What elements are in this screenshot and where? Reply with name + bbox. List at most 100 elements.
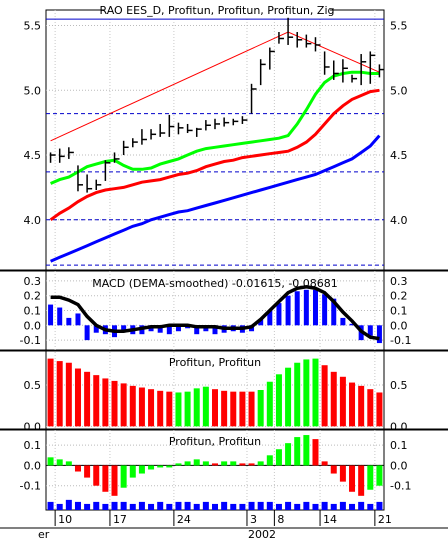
ma-mid-line [49,88,380,222]
volume-bar [193,503,200,510]
oscillator-bar [312,439,319,466]
volume-bar [120,501,127,510]
volume-bar [47,501,54,510]
oscillator-bar [367,465,374,490]
profitun-bar [239,391,246,427]
macd-signal-line [50,285,380,341]
profitun-bar [212,389,218,427]
volume-bar [294,503,301,510]
profitun-bar [339,376,346,427]
volume-bar [303,501,310,510]
profitun-bar [376,392,383,427]
oscillator-bar [175,463,182,466]
profitun-bar [303,359,310,427]
oscillator-bar [248,463,255,466]
x-tick-label: 24 [177,513,191,526]
oscillator-bar [257,461,264,466]
volume-bar [93,501,100,510]
macd-tick-right: 0.0 [390,319,408,332]
volume-bar [184,501,191,510]
volume-bar [202,501,209,510]
macd-tick-left: 0.1 [24,305,42,318]
macd-bar [212,325,218,335]
profitun1-tick-left: 0.0 [24,420,42,433]
volume-bar [148,503,155,510]
oscillator-bar [166,465,173,468]
macd-bar [48,304,54,326]
profitun-bar [93,375,100,427]
macd-tick-right: 0.1 [390,305,408,318]
volume-bar [175,501,182,510]
volume-bar [358,501,365,510]
x-tick-label: 8 [277,513,284,526]
x-tick-label: 17 [113,513,127,526]
volume-bar [230,503,237,510]
oscillator-bar [84,465,91,478]
volume-bar [111,501,118,510]
oscillator-bar [239,463,246,466]
profitun-bar [184,391,191,427]
oscillator-bar [303,435,310,466]
oscillator-bar [266,455,273,466]
volume-bar [65,499,72,510]
profitun-bar [157,390,164,427]
profitun-bar [330,371,337,427]
profitun1-title: Profitun, Profitun [169,356,261,369]
profitun-bar [349,382,356,427]
profitun-bar [221,390,228,427]
volume-bar [166,503,173,510]
profitun-bar [230,391,237,427]
oscillator-bar [294,437,301,466]
profitun1-tick-left: 0.5 [24,379,42,392]
price-panel: 5.5 5.5 5.0 5.0 4.5 4.5 4.0 4.0 RAO EES_D, Profi… [24,2,408,266]
oscillator-bar [285,443,292,466]
macd-bar [267,310,273,326]
profitun-bar [257,390,264,427]
macd-tick-left: 0.3 [24,275,42,288]
chart-frame [0,9,448,529]
x-axis: 10 17 24 3 8 14 21 er 2002 [38,510,392,540]
macd-bar [84,325,90,341]
profitun-bar [294,362,301,427]
macd-bar [340,317,346,326]
profitun-bar [193,388,200,427]
oscillator-bar [56,459,63,466]
oscillator-bar [376,465,383,486]
volume-bar [248,501,255,510]
ma-slow-line [50,134,381,263]
profitun2-title: Profitun, Profitun [169,435,261,448]
oscillator-bar [212,463,218,466]
profitun-bar [266,381,273,427]
volume-bar [339,501,346,510]
profitun-bar [56,361,63,427]
profitun-bar [312,358,319,427]
oscillator-bar [74,465,81,472]
macd-title: MACD (DEMA-smoothed) -0.01615, -0.08681 [92,277,338,290]
volume-bar [84,503,91,510]
price-tick-right: 5.5 [390,20,408,33]
profitun-bar [111,380,118,427]
profitun-bar [84,371,91,427]
macd-bar [303,289,309,326]
price-title: RAO EES_D, Profitun, Profitun, Profitun,… [100,4,335,17]
profitun-bar [65,362,72,427]
x-tick-label: 21 [378,513,392,526]
oscillator-bar [148,465,155,470]
oscillator-bar [230,461,237,466]
profitun-bar [275,374,282,427]
oscillator-bar [138,465,145,474]
oscillator-bar [202,461,209,466]
macd-tick-left: 0.0 [24,319,42,332]
macd-bar [258,319,264,326]
price-tick-left: 4.0 [24,214,42,227]
macd-bar [157,325,163,333]
profitun-bar [102,378,109,427]
x-sub-label: 2002 [248,528,276,540]
macd-bar [166,325,172,335]
profitun-bar [321,365,328,427]
profitun-bar [166,391,173,427]
x-tick-label: 10 [58,513,72,526]
macd-bar [376,325,382,344]
oscillator-bar [47,457,54,466]
